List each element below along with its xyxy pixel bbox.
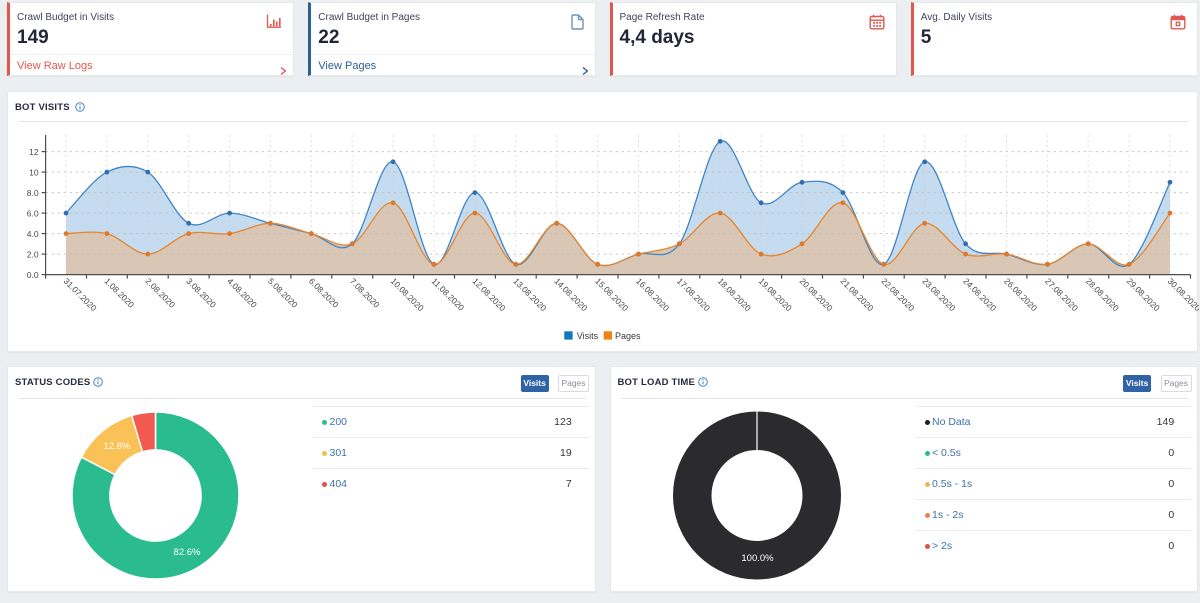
svg-text:21.08.2020: 21.08.2020: [838, 276, 875, 313]
svg-text:31.07.2020: 31.07.2020: [62, 276, 99, 313]
svg-text:Pages: Pages: [615, 331, 641, 341]
svg-text:23.08.2020: 23.08.2020: [920, 276, 957, 313]
svg-text:4.0: 4.0: [27, 229, 39, 239]
svg-text:10: 10: [29, 167, 39, 177]
svg-text:12.08.2020: 12.08.2020: [470, 276, 507, 313]
svg-text:6.0: 6.0: [27, 208, 39, 218]
svg-text:29.08.2020: 29.08.2020: [1125, 276, 1162, 313]
svg-text:100.0%: 100.0%: [741, 553, 774, 564]
svg-text:13.08.2020: 13.08.2020: [511, 276, 548, 313]
svg-text:18.08.2020: 18.08.2020: [716, 276, 753, 313]
svg-text:12.8%: 12.8%: [104, 441, 131, 452]
svg-text:12: 12: [29, 147, 39, 157]
svg-text:14.08.2020: 14.08.2020: [552, 276, 589, 313]
svg-text:17.08.2020: 17.08.2020: [675, 276, 712, 313]
svg-text:20.08.2020: 20.08.2020: [798, 276, 835, 313]
svg-text:7.08.2020: 7.08.2020: [348, 276, 382, 310]
svg-text:82.6%: 82.6%: [174, 547, 201, 558]
svg-text:2.08.2020: 2.08.2020: [143, 276, 177, 310]
svg-text:24.08.2020: 24.08.2020: [961, 276, 998, 313]
svg-text:26.08.2020: 26.08.2020: [1002, 276, 1039, 313]
svg-text:2.0: 2.0: [27, 249, 39, 259]
svg-text:0.0: 0.0: [27, 270, 39, 280]
svg-text:11.08.2020: 11.08.2020: [430, 276, 467, 313]
svg-text:22.08.2020: 22.08.2020: [879, 276, 916, 313]
svg-text:27.08.2020: 27.08.2020: [1043, 276, 1080, 313]
svg-text:3.08.2020: 3.08.2020: [184, 276, 218, 310]
svg-text:10.08.2020: 10.08.2020: [389, 276, 426, 313]
svg-text:5.08.2020: 5.08.2020: [266, 276, 300, 310]
svg-text:30.08.2020: 30.08.2020: [1166, 276, 1199, 313]
svg-text:Visits: Visits: [577, 331, 599, 341]
svg-text:1.08.2020: 1.08.2020: [102, 276, 136, 310]
svg-text:8.0: 8.0: [27, 188, 39, 198]
svg-text:4.08.2020: 4.08.2020: [225, 276, 259, 310]
svg-text:15.08.2020: 15.08.2020: [593, 276, 630, 313]
svg-text:19.08.2020: 19.08.2020: [757, 276, 794, 313]
svg-text:6.08.2020: 6.08.2020: [307, 276, 341, 310]
svg-text:28.08.2020: 28.08.2020: [1084, 276, 1121, 313]
svg-text:16.08.2020: 16.08.2020: [634, 276, 671, 313]
